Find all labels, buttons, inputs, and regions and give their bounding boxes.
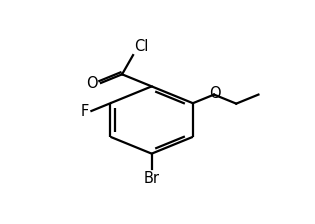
Text: O: O: [209, 86, 221, 101]
Text: F: F: [81, 104, 89, 119]
Text: O: O: [86, 76, 97, 91]
Text: Cl: Cl: [134, 39, 149, 54]
Text: Br: Br: [144, 171, 160, 186]
